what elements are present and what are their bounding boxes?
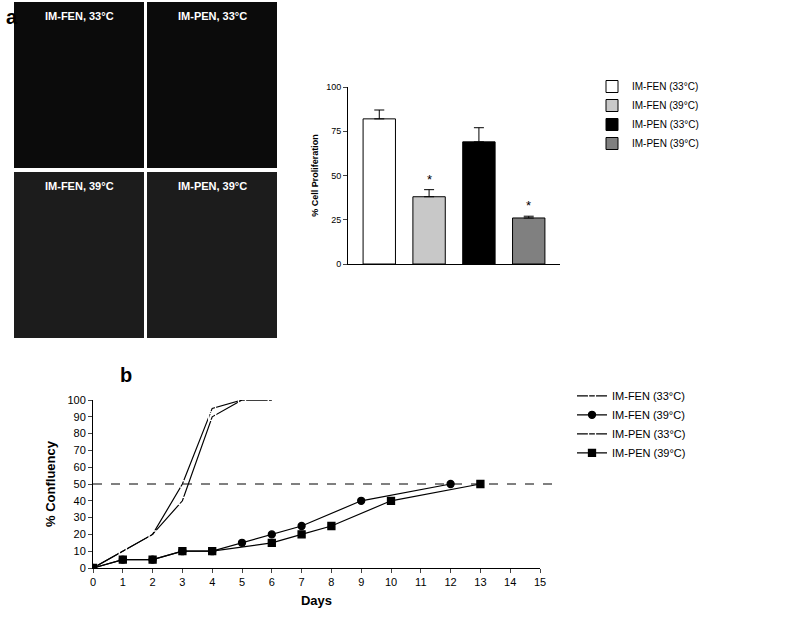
- svg-text:*: *: [427, 172, 432, 187]
- svg-text:7: 7: [299, 576, 305, 588]
- svg-text:IM-FEN, 39°C: IM-FEN, 39°C: [45, 180, 114, 192]
- svg-text:IM-PEN, 39°C: IM-PEN, 39°C: [178, 180, 247, 192]
- svg-text:3: 3: [179, 576, 185, 588]
- svg-text:6: 6: [269, 576, 275, 588]
- svg-text:80: 80: [74, 427, 86, 439]
- svg-text:10: 10: [385, 576, 397, 588]
- svg-text:70: 70: [74, 444, 86, 456]
- svg-text:IM-PEN (39°C): IM-PEN (39°C): [632, 138, 699, 149]
- svg-text:100: 100: [326, 82, 341, 92]
- svg-text:50: 50: [331, 171, 341, 181]
- svg-text:12: 12: [444, 576, 456, 588]
- svg-text:a: a: [6, 6, 18, 28]
- svg-text:8: 8: [328, 576, 334, 588]
- svg-text:b: b: [120, 364, 132, 386]
- svg-text:15: 15: [534, 576, 546, 588]
- svg-text:90: 90: [74, 411, 86, 423]
- svg-text:2: 2: [150, 576, 156, 588]
- svg-text:4: 4: [209, 576, 215, 588]
- svg-text:40: 40: [74, 495, 86, 507]
- svg-text:50: 50: [74, 478, 86, 490]
- svg-text:13: 13: [474, 576, 486, 588]
- svg-text:IM-PEN, 33°C: IM-PEN, 33°C: [178, 10, 247, 22]
- svg-text:20: 20: [74, 528, 86, 540]
- svg-text:IM-FEN (39°C): IM-FEN (39°C): [612, 409, 685, 421]
- svg-text:IM-PEN (33°C): IM-PEN (33°C): [612, 428, 685, 440]
- svg-text:*: *: [526, 198, 531, 213]
- svg-text:IM-FEN (33°C): IM-FEN (33°C): [632, 81, 698, 92]
- svg-text:% Cell Proliferation: % Cell Proliferation: [310, 134, 320, 217]
- svg-text:IM-FEN, 33°C: IM-FEN, 33°C: [45, 10, 114, 22]
- svg-text:14: 14: [504, 576, 516, 588]
- svg-text:100: 100: [67, 394, 85, 406]
- svg-text:25: 25: [331, 215, 341, 225]
- svg-text:75: 75: [331, 126, 341, 136]
- svg-text:IM-FEN (39°C): IM-FEN (39°C): [632, 100, 698, 111]
- svg-text:11: 11: [415, 576, 426, 588]
- svg-text:60: 60: [74, 461, 86, 473]
- svg-text:IM-PEN (33°C): IM-PEN (33°C): [632, 119, 699, 130]
- svg-text:1: 1: [120, 576, 126, 588]
- svg-text:Days: Days: [301, 593, 332, 608]
- svg-text:0: 0: [336, 259, 341, 269]
- svg-text:IM-FEN (33°C): IM-FEN (33°C): [612, 390, 685, 402]
- svg-text:9: 9: [358, 576, 364, 588]
- svg-text:10: 10: [74, 545, 86, 557]
- svg-text:5: 5: [239, 576, 245, 588]
- svg-text:% Confluency: % Confluency: [43, 440, 58, 527]
- svg-text:IM-PEN (39°C): IM-PEN (39°C): [612, 447, 685, 459]
- svg-text:0: 0: [90, 576, 96, 588]
- svg-text:0: 0: [80, 562, 86, 574]
- svg-text:30: 30: [74, 511, 86, 523]
